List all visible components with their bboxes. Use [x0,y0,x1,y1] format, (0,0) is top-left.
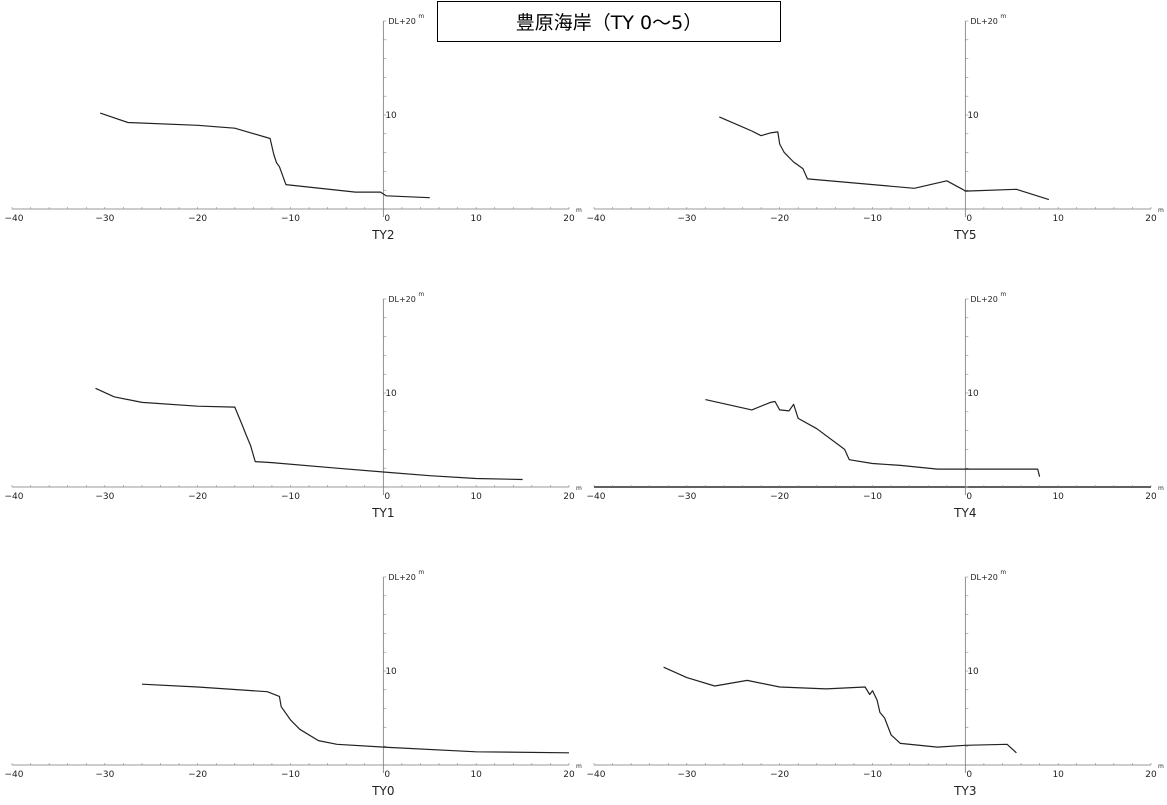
x-tick-label: −20 [188,214,207,224]
y-tick-label: 10 [967,389,979,399]
x-tick-label: 0 [384,214,390,224]
x-tick-label: −30 [677,492,696,502]
x-tick-label: −40 [5,492,24,502]
x-tick-label: −30 [95,214,114,224]
x-tick-label: −30 [95,492,114,502]
panel-label: TY0 [371,784,394,798]
y-tick-label: 10 [385,389,397,399]
x-unit-label: m [576,763,582,770]
profile-line [705,399,1041,477]
y-tick-label: 10 [385,667,397,677]
x-tick-label: 10 [1052,214,1064,224]
page-title: 豊原海岸（TY 0〜5） [437,1,781,42]
x-tick-label: −40 [5,770,24,780]
y-unit-label: m [418,13,424,20]
x-tick-label: −10 [863,492,882,502]
y-unit-label: m [418,291,424,298]
x-tick-label: −10 [281,492,300,502]
panel-label: TY5 [953,228,976,242]
x-tick-label: 0 [966,492,972,502]
x-tick-label: 20 [1145,770,1157,780]
x-tick-label: −40 [587,492,606,502]
x-tick-label: 20 [1145,492,1157,502]
panel-label: TY2 [371,228,394,242]
x-tick-label: −10 [281,770,300,780]
x-tick-label: −20 [770,770,789,780]
x-tick-label: −20 [188,492,207,502]
panel-label: TY4 [953,506,976,520]
y-top-label: DL+20 [388,295,416,304]
x-tick-label: −40 [5,214,24,224]
y-unit-label: m [418,569,424,576]
x-tick-label: −40 [587,214,606,224]
x-tick-label: 0 [384,770,390,780]
x-unit-label: m [1158,207,1164,214]
x-tick-label: 10 [470,492,482,502]
x-tick-label: 10 [1052,492,1064,502]
panel-label: TY3 [953,784,976,798]
x-unit-label: m [576,207,582,214]
x-tick-label: −40 [587,770,606,780]
x-tick-label: 10 [470,770,482,780]
y-top-label: DL+20 [970,573,998,582]
y-tick-label: 10 [385,111,397,121]
x-tick-label: 20 [563,214,575,224]
y-tick-label: 10 [967,667,979,677]
y-top-label: DL+20 [970,295,998,304]
x-tick-label: −20 [770,492,789,502]
x-tick-label: −10 [863,770,882,780]
profile-line [719,116,1050,201]
x-tick-label: −10 [863,214,882,224]
x-tick-label: 10 [470,214,482,224]
x-unit-label: m [576,485,582,492]
y-unit-label: m [1000,13,1006,20]
y-top-label: DL+20 [388,573,416,582]
y-tick-label: 10 [967,111,979,121]
y-top-label: DL+20 [970,17,998,26]
y-unit-label: m [1000,569,1006,576]
x-tick-label: 20 [1145,214,1157,224]
x-tick-label: 0 [966,770,972,780]
profile-line [141,683,570,754]
panel-label: TY1 [371,506,394,520]
x-tick-label: −10 [281,214,300,224]
x-tick-label: 20 [563,492,575,502]
x-unit-label: m [1158,763,1164,770]
y-unit-label: m [1000,291,1006,298]
y-top-label: DL+20 [388,17,416,26]
profile-line [95,387,523,481]
profile-line [100,112,430,199]
x-tick-label: 0 [384,492,390,502]
x-tick-label: −30 [677,770,696,780]
x-tick-label: −20 [770,214,789,224]
x-tick-label: 0 [966,214,972,224]
x-tick-label: 10 [1052,770,1064,780]
profile-line [663,666,1017,754]
x-unit-label: m [1158,485,1164,492]
x-tick-label: −30 [95,770,114,780]
x-tick-label: 20 [563,770,575,780]
x-tick-label: −30 [677,214,696,224]
x-tick-label: −20 [188,770,207,780]
